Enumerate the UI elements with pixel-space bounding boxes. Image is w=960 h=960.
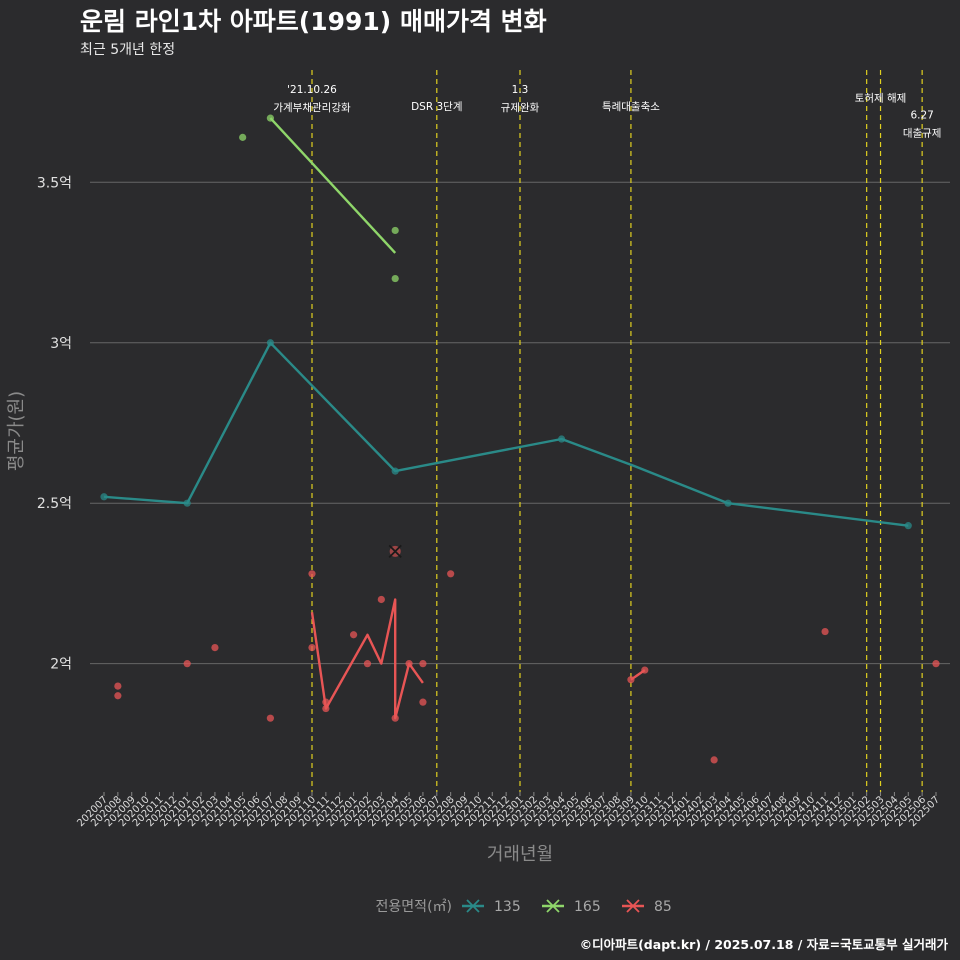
x-axis-title: 거래년월 [487, 844, 553, 865]
data-point-85 [821, 627, 829, 636]
legend-label-135: 135 [494, 899, 521, 915]
data-point-85 [405, 660, 413, 668]
data-point-85 [419, 660, 427, 668]
data-point-85 [211, 644, 219, 652]
data-point-85 [183, 660, 191, 668]
legend-title: 전용면적(㎡) [376, 899, 452, 915]
data-point-165 [266, 114, 274, 122]
chart-title: 운림 라인1차 아파트(1991) 매매가격 변화 [80, 7, 547, 36]
data-point-135 [904, 522, 912, 530]
event-label: DSR 3단계 [411, 101, 462, 113]
series-line-135 [103, 341, 909, 527]
y-tick-label: 2.5억 [37, 496, 72, 512]
y-tick-label: 3.5억 [37, 175, 72, 191]
data-point-85 [114, 692, 122, 700]
data-point-135 [266, 339, 274, 347]
data-point-85 [377, 595, 385, 604]
event-label: 6.27 [910, 110, 933, 122]
event-label: 규제완화 [501, 101, 540, 114]
data-point-135 [183, 499, 191, 507]
data-point-85 [114, 682, 122, 690]
event-label: 대출규제 [903, 128, 942, 140]
data-point-85 [391, 714, 399, 722]
chart-subtitle: 최근 5개년 한정 [80, 42, 176, 58]
data-point-85 [322, 698, 330, 706]
legend-key-marker-165 [546, 899, 560, 913]
y-axis-title: 평균가(원) [6, 391, 27, 471]
legend-label-165: 165 [574, 899, 601, 915]
data-point-85 [266, 714, 274, 722]
y-tick-label: 2억 [50, 657, 72, 673]
data-point-85 [641, 666, 649, 674]
data-point-85 [322, 704, 330, 713]
legend-label-85: 85 [654, 899, 672, 915]
data-point-165 [391, 226, 399, 235]
series-line-85 [310, 598, 424, 720]
event-label: 가계부채관리강화 [273, 102, 351, 114]
y-tick-label: 3억 [50, 336, 72, 352]
data-point-85 [419, 698, 427, 706]
data-point-85 [308, 644, 316, 652]
data-point-165 [391, 274, 399, 283]
legend-key-marker-85 [626, 899, 640, 913]
source-caption: ©디아파트(dapt.kr) / 2025.07.18 / 자료=국토교통부 실… [579, 937, 948, 952]
data-point-135 [391, 467, 399, 475]
data-point-135 [724, 499, 732, 507]
highlight-x-marker [388, 544, 402, 558]
event-label: 1.3 [512, 84, 529, 96]
event-label: 토허제 해제 [855, 92, 907, 105]
series-line-165 [269, 117, 397, 254]
data-point-85 [447, 570, 455, 578]
data-point-135 [558, 435, 566, 443]
event-label: 특례대출축소 [602, 101, 660, 113]
legend-key-marker-135 [466, 899, 480, 913]
event-label: '21.10.26 [287, 84, 337, 96]
data-point-85 [350, 631, 358, 639]
data-point-135 [100, 493, 108, 501]
data-point-165 [239, 133, 247, 141]
data-point-85 [932, 660, 940, 668]
data-point-85 [363, 660, 372, 668]
data-point-85 [308, 570, 316, 578]
data-point-85 [710, 756, 718, 764]
data-point-85 [627, 676, 635, 684]
